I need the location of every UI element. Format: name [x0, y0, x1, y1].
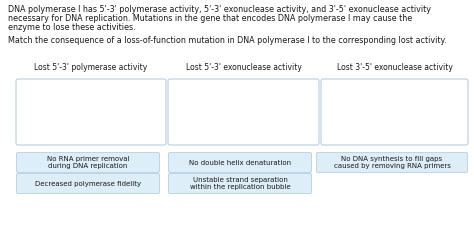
- Text: necessary for DNA replication. Mutations in the gene that encodes DNA polymerase: necessary for DNA replication. Mutations…: [8, 14, 412, 23]
- Text: No double helix denaturation: No double helix denaturation: [189, 159, 291, 165]
- Text: Unstable strand separation
within the replication bubble: Unstable strand separation within the re…: [190, 177, 290, 190]
- Text: Lost 5'-3' polymerase activity: Lost 5'-3' polymerase activity: [35, 63, 147, 72]
- FancyBboxPatch shape: [17, 153, 159, 173]
- Text: Lost 5'-3' exonuclease activity: Lost 5'-3' exonuclease activity: [185, 63, 301, 72]
- FancyBboxPatch shape: [168, 153, 311, 173]
- FancyBboxPatch shape: [16, 79, 166, 145]
- FancyBboxPatch shape: [317, 153, 467, 173]
- Text: Match the consequence of a loss-of-function mutation in DNA polymerase I to the : Match the consequence of a loss-of-funct…: [8, 36, 447, 45]
- FancyBboxPatch shape: [168, 174, 311, 193]
- Text: enzyme to lose these activities.: enzyme to lose these activities.: [8, 23, 136, 32]
- Text: DNA polymerase I has 5'-3' polymerase activity, 5'-3' exonuclease activity, and : DNA polymerase I has 5'-3' polymerase ac…: [8, 5, 431, 14]
- Text: Lost 3'-5' exonuclease activity: Lost 3'-5' exonuclease activity: [337, 63, 453, 72]
- Text: No RNA primer removal
during DNA replication: No RNA primer removal during DNA replica…: [47, 156, 129, 169]
- FancyBboxPatch shape: [168, 79, 319, 145]
- Text: Decreased polymerase fidelity: Decreased polymerase fidelity: [35, 181, 141, 186]
- FancyBboxPatch shape: [321, 79, 468, 145]
- FancyBboxPatch shape: [17, 174, 159, 193]
- Text: No DNA synthesis to fill gaps
caused by removing RNA primers: No DNA synthesis to fill gaps caused by …: [334, 156, 450, 169]
